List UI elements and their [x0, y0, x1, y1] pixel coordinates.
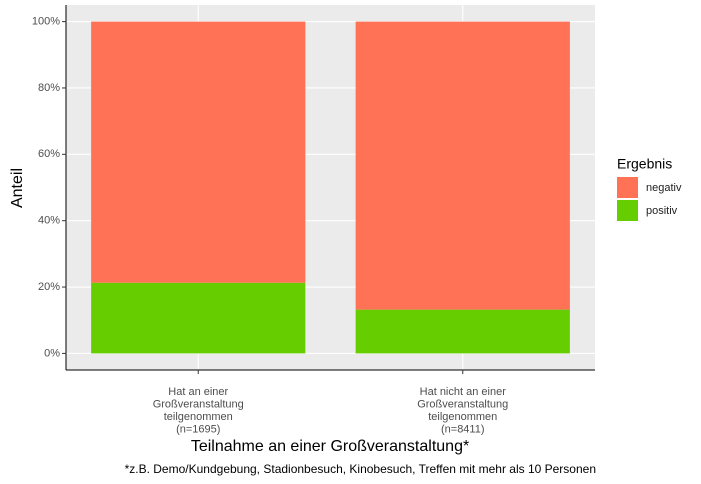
legend-key: [617, 200, 638, 221]
y-tick-label: 0%: [44, 347, 60, 359]
bars: [91, 21, 570, 354]
legend-label: negativ: [646, 182, 682, 194]
bar-segment: [355, 21, 570, 310]
legend-key: [617, 177, 638, 198]
y-tick-label: 40%: [38, 215, 60, 227]
y-tick-label: 60%: [38, 148, 60, 160]
legend-title: Ergebnis: [617, 156, 672, 172]
bar-segment: [355, 309, 570, 354]
bar-segment: [91, 21, 306, 283]
bar-segment: [91, 282, 306, 354]
x-tick-label: Hat nicht an einer Großveranstaltung teilg…: [417, 386, 508, 436]
x-tick-label: Hat an einer Großveranstaltung teilgenomme…: [153, 386, 244, 436]
y-tick-label: 20%: [38, 281, 60, 293]
y-tick-label: 100%: [32, 15, 60, 27]
x-axis-title: Teilnahme an einer Großveranstaltung*: [191, 438, 469, 455]
caption: *z.B. Demo/Kundgebung, Stadionbesuch, Ki…: [125, 462, 596, 476]
y-axis-title: Anteil: [9, 168, 26, 208]
y-tick-label: 80%: [38, 82, 60, 94]
legend-label: positiv: [646, 205, 678, 217]
